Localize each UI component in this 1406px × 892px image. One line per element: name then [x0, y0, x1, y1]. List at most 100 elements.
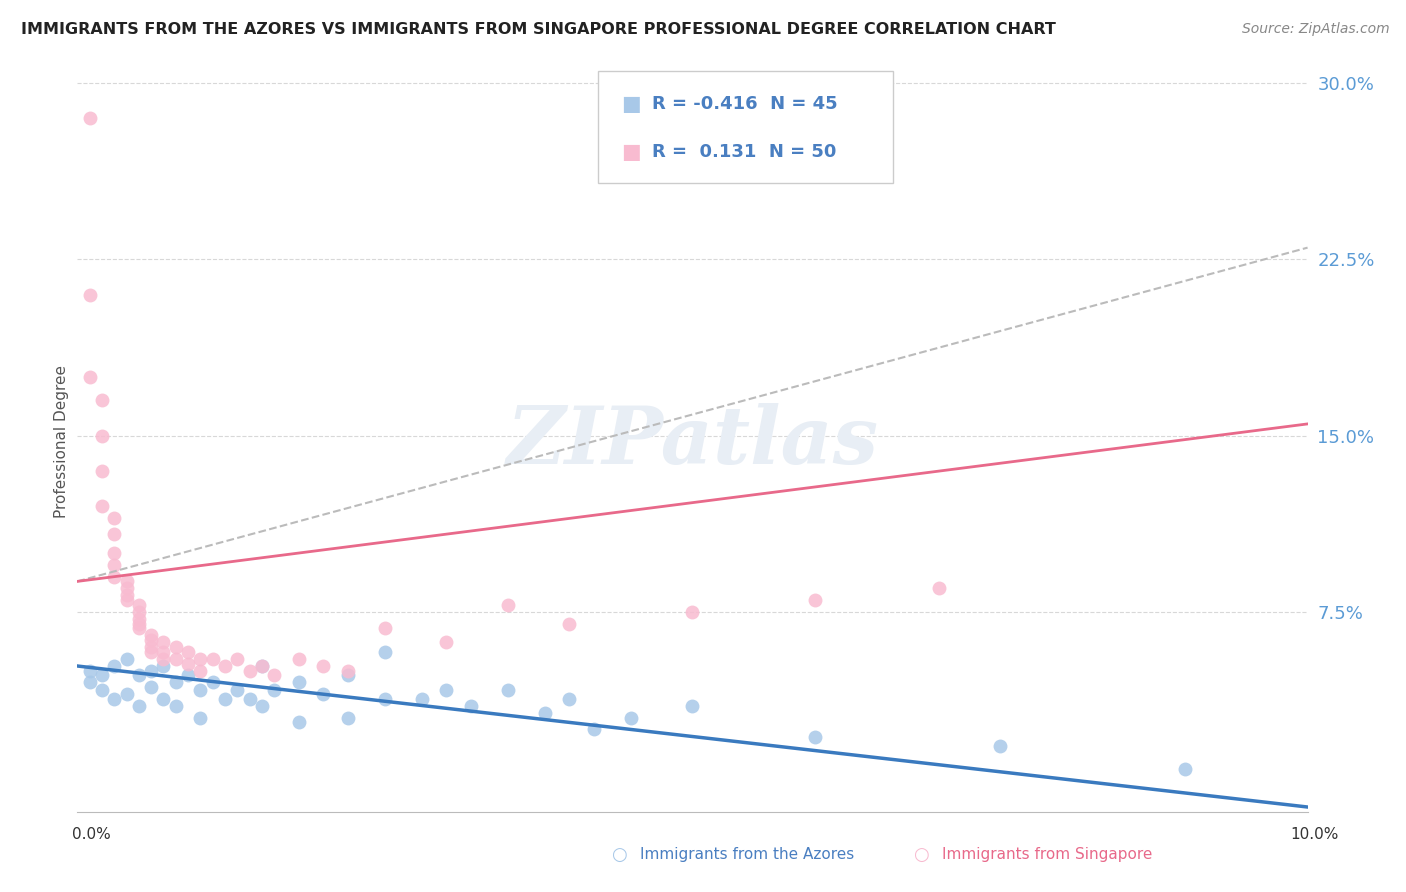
Point	[239, 664, 262, 678]
Point	[165, 640, 187, 655]
Point	[79, 370, 101, 384]
Point	[288, 652, 311, 666]
Point	[460, 698, 482, 713]
Point	[103, 546, 125, 560]
Point	[337, 664, 360, 678]
Point	[128, 598, 150, 612]
Point	[79, 287, 101, 301]
Point	[928, 582, 950, 596]
Point	[128, 698, 150, 713]
Point	[90, 393, 114, 408]
Text: ■: ■	[621, 95, 641, 114]
Point	[250, 698, 273, 713]
Point	[496, 598, 519, 612]
Point	[141, 664, 163, 678]
Point	[682, 605, 704, 619]
Point	[141, 633, 163, 648]
Text: ZIPatlas: ZIPatlas	[506, 403, 879, 480]
Point	[177, 657, 200, 671]
Point	[79, 664, 101, 678]
Point	[201, 652, 224, 666]
Text: R =  0.131  N = 50: R = 0.131 N = 50	[652, 143, 837, 161]
Point	[534, 706, 557, 720]
Point	[804, 593, 827, 607]
Point	[79, 112, 101, 126]
Text: ■: ■	[621, 142, 641, 161]
Point	[103, 692, 125, 706]
Point	[374, 645, 396, 659]
Point	[201, 675, 224, 690]
Point	[141, 645, 163, 659]
Point	[188, 711, 212, 725]
Point	[239, 692, 262, 706]
Point	[620, 711, 643, 725]
Point	[312, 687, 335, 701]
Y-axis label: Professional Degree: Professional Degree	[53, 365, 69, 518]
Point	[804, 730, 827, 744]
Point	[90, 464, 114, 478]
Point	[496, 682, 519, 697]
Point	[250, 659, 273, 673]
Point	[682, 698, 704, 713]
Point	[90, 682, 114, 697]
Point	[263, 668, 285, 682]
Point	[188, 664, 212, 678]
Point	[115, 589, 138, 603]
Point	[188, 682, 212, 697]
Point	[436, 682, 458, 697]
Point	[337, 668, 360, 682]
Point	[214, 692, 236, 706]
Point	[312, 659, 335, 673]
Text: Immigrants from Singapore: Immigrants from Singapore	[942, 847, 1153, 862]
Point	[988, 739, 1011, 753]
Point	[128, 668, 150, 682]
Point	[337, 711, 360, 725]
Point	[374, 692, 396, 706]
Point	[188, 652, 212, 666]
Point	[226, 682, 249, 697]
Point	[103, 570, 125, 584]
Point	[103, 659, 125, 673]
Point	[152, 659, 174, 673]
Point	[128, 621, 150, 635]
Point	[141, 680, 163, 694]
Point	[115, 582, 138, 596]
Point	[411, 692, 433, 706]
Point	[263, 682, 285, 697]
Point	[141, 640, 163, 655]
Point	[374, 621, 396, 635]
Point	[90, 428, 114, 442]
Point	[152, 645, 174, 659]
Point	[128, 605, 150, 619]
Text: ○: ○	[610, 846, 627, 863]
Text: Immigrants from the Azores: Immigrants from the Azores	[640, 847, 853, 862]
Text: 10.0%: 10.0%	[1291, 827, 1339, 841]
Point	[436, 635, 458, 649]
Point	[90, 499, 114, 513]
Point	[90, 668, 114, 682]
Point	[152, 652, 174, 666]
Point	[214, 659, 236, 673]
Point	[152, 692, 174, 706]
Point	[128, 612, 150, 626]
Point	[177, 668, 200, 682]
Point	[128, 616, 150, 631]
Point	[115, 652, 138, 666]
Point	[288, 675, 311, 690]
Text: R = -0.416  N = 45: R = -0.416 N = 45	[652, 95, 838, 113]
Point	[141, 628, 163, 642]
Point	[583, 723, 606, 737]
Point	[152, 635, 174, 649]
Point	[226, 652, 249, 666]
Point	[165, 652, 187, 666]
Point	[165, 675, 187, 690]
Point	[1174, 763, 1197, 777]
Point	[103, 558, 125, 572]
Point	[115, 574, 138, 589]
Point	[165, 698, 187, 713]
Point	[250, 659, 273, 673]
Point	[558, 616, 581, 631]
Text: IMMIGRANTS FROM THE AZORES VS IMMIGRANTS FROM SINGAPORE PROFESSIONAL DEGREE CORR: IMMIGRANTS FROM THE AZORES VS IMMIGRANTS…	[21, 22, 1056, 37]
Text: ○: ○	[912, 846, 929, 863]
Point	[558, 692, 581, 706]
